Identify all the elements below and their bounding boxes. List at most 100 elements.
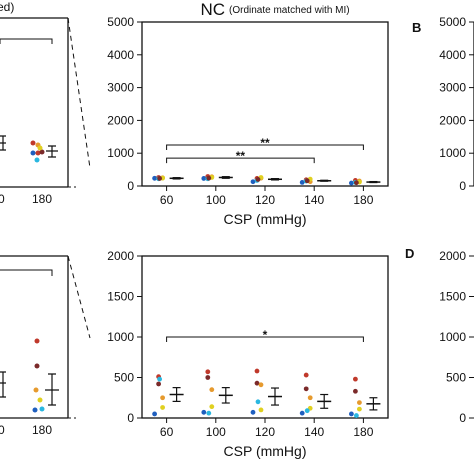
data-point [209, 387, 215, 393]
significance-bracket [166, 157, 315, 164]
y-tick-label: 500 [114, 371, 134, 385]
panel-b-tick-label: 0 [459, 179, 466, 193]
data-point [160, 395, 166, 401]
data-point [353, 376, 358, 382]
data-point [307, 395, 313, 401]
chart-title: NC [200, 0, 225, 19]
y-tick-label: 3000 [107, 81, 134, 95]
x-tick-label: 180 [353, 193, 373, 207]
data-point [205, 375, 211, 380]
x-tick-label: 120 [255, 193, 275, 207]
left-bottom-point [32, 407, 38, 413]
data-point [152, 175, 158, 181]
left-bottom-xtick: 180 [32, 423, 52, 437]
data-point [209, 404, 215, 410]
significance-bracket [166, 144, 364, 150]
panel-d-tick-label: 1500 [439, 290, 466, 304]
nc-panel-bottom: 0 500 1000 1500 2000 60 100 120 140 180 * [107, 249, 389, 439]
left-bottom-point [39, 406, 45, 412]
data-point [156, 381, 162, 387]
data-point [303, 372, 309, 378]
data-point [201, 409, 207, 415]
data-point [349, 411, 354, 417]
y-tick-label: 1500 [107, 290, 134, 304]
left-bottom-sig-bracket [0, 269, 53, 276]
left-bottom-point [37, 397, 43, 403]
data-point [299, 179, 305, 185]
data-point [201, 176, 207, 181]
y-tick-label: 2000 [107, 249, 134, 263]
left-bottom-point [34, 338, 40, 344]
zoom-connector-top [67, 17, 91, 169]
left-top-errorbar-b [46, 145, 58, 158]
data-point [160, 405, 166, 410]
data-point [354, 413, 359, 418]
panel-d-tick-label: 500 [446, 371, 466, 385]
data-point [354, 180, 359, 186]
data-point [254, 380, 260, 386]
x-tick-label: 60 [160, 193, 174, 207]
y-tick-label: 4000 [107, 48, 134, 62]
x-tick-label: 100 [206, 425, 226, 439]
panel-d-ticks: 2000 1500 1000 500 0 [439, 249, 474, 425]
y-tick-label: 1000 [107, 330, 134, 344]
panel-d-tick-label: 1000 [439, 330, 466, 344]
left-bottom-errorbar-a [0, 371, 6, 398]
data-point [254, 368, 260, 374]
left-top-point [35, 150, 41, 156]
y-tick-label: 1000 [107, 146, 134, 160]
left-top-errorbar-a [0, 135, 6, 151]
zoom-connector-bottom [67, 255, 91, 339]
data-point [157, 176, 163, 181]
left-top-sig-bracket [0, 38, 53, 44]
data-point [357, 406, 362, 412]
panel-b-tick-label: 4000 [439, 48, 466, 62]
data-point [304, 408, 310, 414]
left-top-point [30, 140, 36, 146]
left-bottom-xtick: 0 [0, 423, 5, 437]
panel-d-tick-label: 0 [459, 411, 466, 425]
data-point [303, 386, 309, 392]
data-point [255, 177, 261, 182]
right-partial-panel-d: D [405, 246, 414, 261]
x-tick-label: 60 [160, 425, 174, 439]
left-top-point [30, 150, 36, 156]
data-point [255, 399, 261, 405]
data-point [206, 175, 212, 181]
left-top-point [34, 157, 40, 163]
x-axis-label-top: CSP (mmHg) [224, 211, 307, 227]
chart-subtitle: (Ordinate matched with MI) [229, 5, 350, 16]
data-point [157, 376, 163, 382]
data-point [258, 382, 264, 388]
left-top-point [37, 145, 43, 151]
left-top-xtick: 180 [32, 192, 52, 206]
significance-label: ** [236, 149, 246, 163]
right-partial-panel-b: B [412, 20, 474, 186]
data-point [353, 388, 358, 394]
panel-letter-d: D [405, 246, 414, 261]
x-tick-label: 140 [304, 193, 324, 207]
data-point [357, 400, 362, 406]
y-tick-label: 5000 [107, 15, 134, 29]
left-bottom-point [33, 387, 39, 393]
data-point [258, 407, 264, 413]
plot-frame [141, 21, 389, 187]
significance-bracket [166, 336, 364, 342]
panel-b-tick-label: 2000 [439, 113, 466, 127]
y-tick-label: 0 [127, 411, 134, 425]
panel-d-tick-label: 2000 [439, 249, 466, 263]
panel-b-tick-label: 5000 [439, 15, 466, 29]
x-tick-label: 180 [353, 425, 373, 439]
data-point [304, 178, 310, 184]
left-bottom-errorbar-b [45, 373, 59, 406]
left-bottom-point [34, 363, 40, 369]
significance-label: * [263, 328, 268, 342]
x-tick-label: 140 [304, 425, 324, 439]
data-point [206, 410, 212, 416]
panel-b-tick-label: 1000 [439, 146, 466, 160]
data-point [152, 411, 158, 417]
data-point [250, 409, 256, 415]
left-partial-panel-bottom: 0 180 [0, 255, 76, 437]
left-top-xtick: 0 [0, 192, 5, 206]
